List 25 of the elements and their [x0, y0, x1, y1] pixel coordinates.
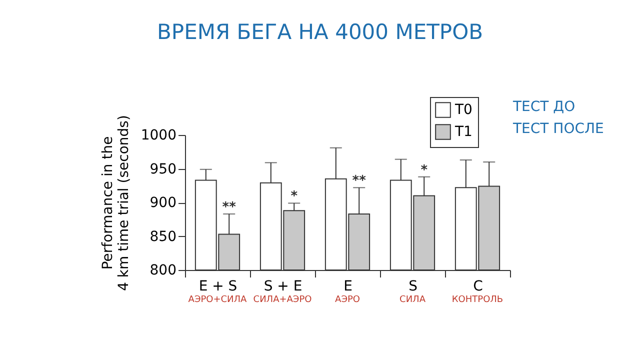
y-tick-label: 900: [150, 195, 176, 211]
x-tick-label: E: [344, 278, 352, 294]
y-tick-label: 950: [150, 161, 176, 178]
y-tick-label: 800: [150, 262, 176, 278]
annotation: **: [222, 200, 236, 215]
annotation: *: [420, 162, 428, 178]
text: СИЛА+АЭРО: [253, 295, 312, 305]
legend-label: T0: [454, 102, 472, 118]
text: ТЕСТ ПОСЛЕ: [512, 121, 604, 137]
text: АЭРО+СИЛА: [188, 295, 248, 305]
y-tick-label: 850: [150, 228, 176, 245]
x-tick-label: S + E: [264, 278, 302, 294]
x-tick-label: C: [473, 278, 484, 294]
annotation: **: [352, 174, 366, 189]
annotation: *: [290, 189, 298, 204]
y-tick-label: 1000: [140, 128, 176, 144]
x-tick-label: S: [408, 278, 418, 294]
legend-label: T1: [454, 124, 472, 140]
text: КОНТРОЛЬ: [452, 295, 504, 305]
text: СИЛА: [400, 295, 426, 305]
text: АЭРО: [335, 295, 360, 305]
chart-title: ВРЕМЯ БЕГА НА 4000 МЕТРОВ: [156, 20, 484, 44]
x-tick-label: E + S: [198, 278, 238, 294]
text: ТЕСТ ДО: [512, 99, 576, 115]
y-axis-title: Performance in the 4 km time trial (seconds): [100, 115, 132, 291]
